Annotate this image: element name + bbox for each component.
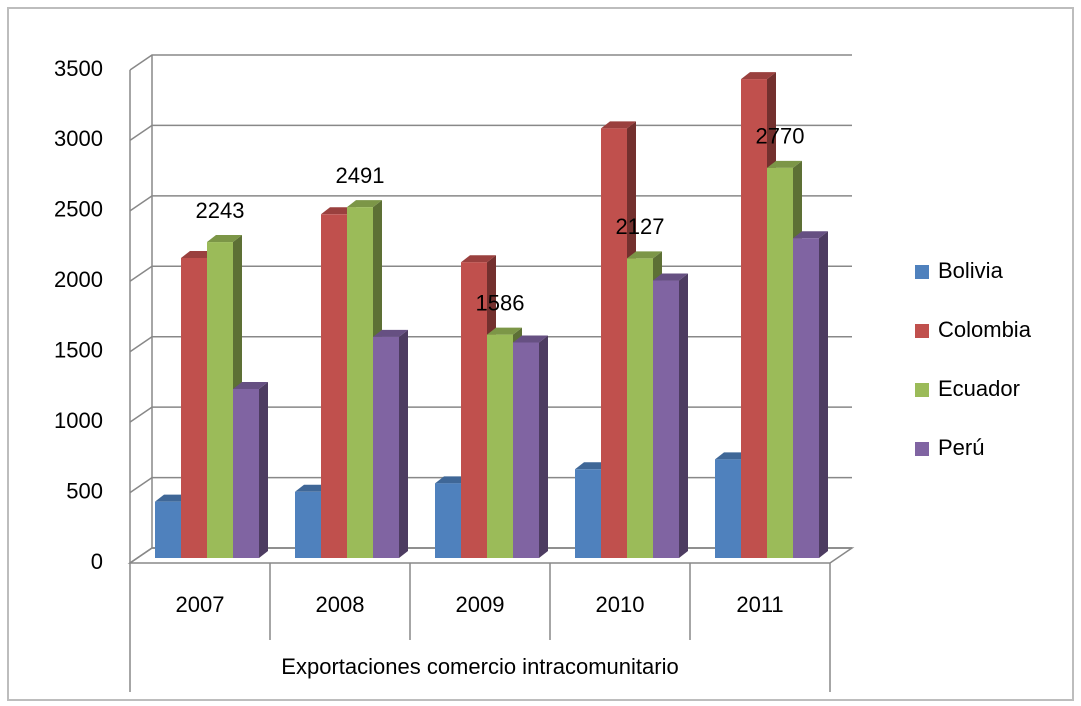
- y-tick-label: 0: [91, 549, 103, 574]
- bar-top: [793, 231, 828, 239]
- bar: [373, 329, 408, 558]
- bar: [653, 273, 688, 558]
- legend-label: Colombia: [938, 317, 1032, 342]
- bar-front: [715, 459, 741, 558]
- bar-front: [321, 214, 347, 558]
- bar-front: [461, 262, 487, 558]
- bar-front: [487, 334, 513, 558]
- data-label: 2243: [196, 198, 245, 223]
- legend-swatch: [915, 442, 929, 456]
- bar-top: [487, 327, 522, 335]
- bar-top: [601, 121, 636, 129]
- y-tick-label: 1000: [54, 408, 103, 433]
- bar-front: [435, 483, 461, 558]
- grid-line: [129, 54, 852, 71]
- x-tick-label: 2011: [736, 592, 783, 617]
- bar: [793, 231, 828, 559]
- bar-front: [741, 79, 767, 558]
- x-axis-label: Exportaciones comercio intracomunitario: [281, 654, 678, 679]
- data-label: 1586: [476, 290, 525, 315]
- y-tick-label: 500: [66, 478, 103, 503]
- y-tick-label: 1500: [54, 338, 103, 363]
- bar-front: [373, 336, 399, 558]
- y-tick-label: 3500: [54, 56, 103, 81]
- y-tick-label: 2000: [54, 267, 103, 292]
- bar-front: [181, 257, 207, 558]
- bar-front: [207, 242, 233, 558]
- bar: [513, 335, 548, 558]
- bar-front: [575, 469, 601, 558]
- legend-label: Bolivia: [938, 258, 1004, 283]
- bar-top: [513, 335, 548, 343]
- bar: [233, 381, 268, 558]
- legend-label: Perú: [938, 435, 984, 460]
- bar-side: [259, 381, 268, 558]
- data-label: 2491: [336, 163, 385, 188]
- bar-top: [207, 235, 242, 243]
- bar-front: [347, 207, 373, 558]
- bar-top: [347, 200, 382, 208]
- bar-top: [373, 329, 408, 337]
- bar-front: [627, 258, 653, 558]
- bar-front: [513, 342, 539, 558]
- bar-side: [539, 335, 548, 558]
- x-tick-label: 2007: [176, 592, 225, 617]
- bar-front: [793, 238, 819, 559]
- bar-front: [767, 167, 793, 558]
- legend-swatch: [915, 265, 929, 279]
- y-tick-label: 3000: [54, 126, 103, 151]
- bar-front: [233, 388, 259, 558]
- data-label: 2127: [616, 214, 665, 239]
- bar-top: [741, 72, 776, 80]
- bar-front: [601, 128, 627, 558]
- bar-top: [233, 381, 268, 389]
- bar-front: [653, 280, 679, 558]
- legend-label: Ecuador: [938, 376, 1020, 401]
- data-label: 2770: [756, 124, 805, 149]
- bar-front: [295, 491, 321, 558]
- bar-side: [819, 231, 828, 559]
- bar-top: [461, 255, 496, 263]
- legend-swatch: [915, 324, 929, 338]
- bar-top: [653, 273, 688, 281]
- bar-front: [155, 501, 181, 558]
- legend-swatch: [915, 383, 929, 397]
- bar-top: [627, 251, 662, 259]
- x-tick-label: 2009: [456, 592, 505, 617]
- x-tick-label: 2010: [596, 592, 645, 617]
- y-tick-label: 2500: [54, 197, 103, 222]
- bar-side: [399, 329, 408, 558]
- bar-side: [679, 273, 688, 558]
- chart-frame: [7, 7, 1074, 701]
- bar-top: [767, 160, 802, 168]
- x-tick-label: 2008: [316, 592, 365, 617]
